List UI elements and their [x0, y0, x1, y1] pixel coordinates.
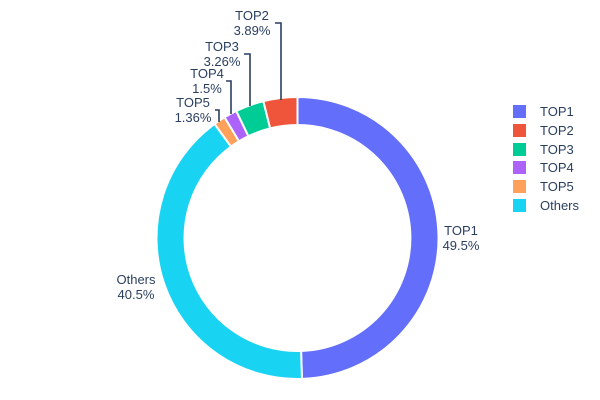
label-leader-line — [226, 80, 232, 114]
label-leader-line — [275, 22, 282, 100]
pie-slice-others[interactable] — [155, 122, 304, 380]
legend-label: TOP1 — [540, 103, 574, 119]
label-leader-line — [244, 53, 251, 106]
legend-label: Others — [540, 197, 580, 213]
legend-swatch-top5 — [513, 179, 526, 193]
legend-swatch-top3 — [513, 142, 526, 156]
legend-item-top4[interactable]: TOP4 — [513, 159, 574, 175]
legend-item-top1[interactable]: TOP1 — [513, 103, 574, 119]
slice-label-name: Others — [116, 272, 156, 287]
slice-label-top4: TOP4 1.5% — [190, 66, 224, 96]
slice-label-top5: TOP5 1.36% — [175, 95, 212, 125]
slice-label-percent: 3.26% — [203, 54, 241, 69]
legend-item-top2[interactable]: TOP2 — [513, 122, 574, 138]
slice-label-percent: 1.36% — [174, 110, 212, 125]
slice-label-top3: TOP3 3.26% — [204, 39, 241, 69]
slice-label-percent: 3.89% — [233, 23, 271, 38]
slice-label-top1: TOP1 49.5% — [443, 223, 480, 253]
legend-swatch-others — [513, 198, 526, 212]
slice-label-others: Others 40.5% — [116, 272, 155, 302]
legend-item-top3[interactable]: TOP3 — [513, 141, 574, 157]
pie-slice-top2[interactable] — [262, 95, 299, 130]
slice-label-percent: 1.5% — [192, 81, 222, 96]
legend-label: TOP5 — [540, 178, 574, 194]
slice-label-name: TOP4 — [190, 66, 224, 81]
slice-label-name: TOP1 — [444, 223, 478, 238]
legend-swatch-top2 — [513, 123, 526, 137]
slice-label-name: TOP3 — [205, 39, 239, 54]
legend-item-others[interactable]: Others — [513, 197, 580, 213]
legend-label: TOP4 — [540, 159, 574, 175]
legend-swatch-top1 — [513, 104, 526, 118]
slice-label-top2: TOP2 3.89% — [234, 8, 271, 38]
legend-item-top5[interactable]: TOP5 — [513, 178, 574, 194]
slice-label-percent: 49.5% — [442, 238, 480, 253]
legend-label: TOP2 — [540, 122, 574, 138]
slice-label-name: TOP5 — [176, 95, 210, 110]
slice-label-name: TOP2 — [235, 8, 269, 23]
pie-slice-top1[interactable] — [296, 95, 440, 380]
slice-label-percent: 40.5% — [117, 287, 155, 302]
legend-swatch-top4 — [513, 160, 526, 174]
label-leader-line — [215, 109, 220, 122]
legend-label: TOP3 — [540, 141, 574, 157]
